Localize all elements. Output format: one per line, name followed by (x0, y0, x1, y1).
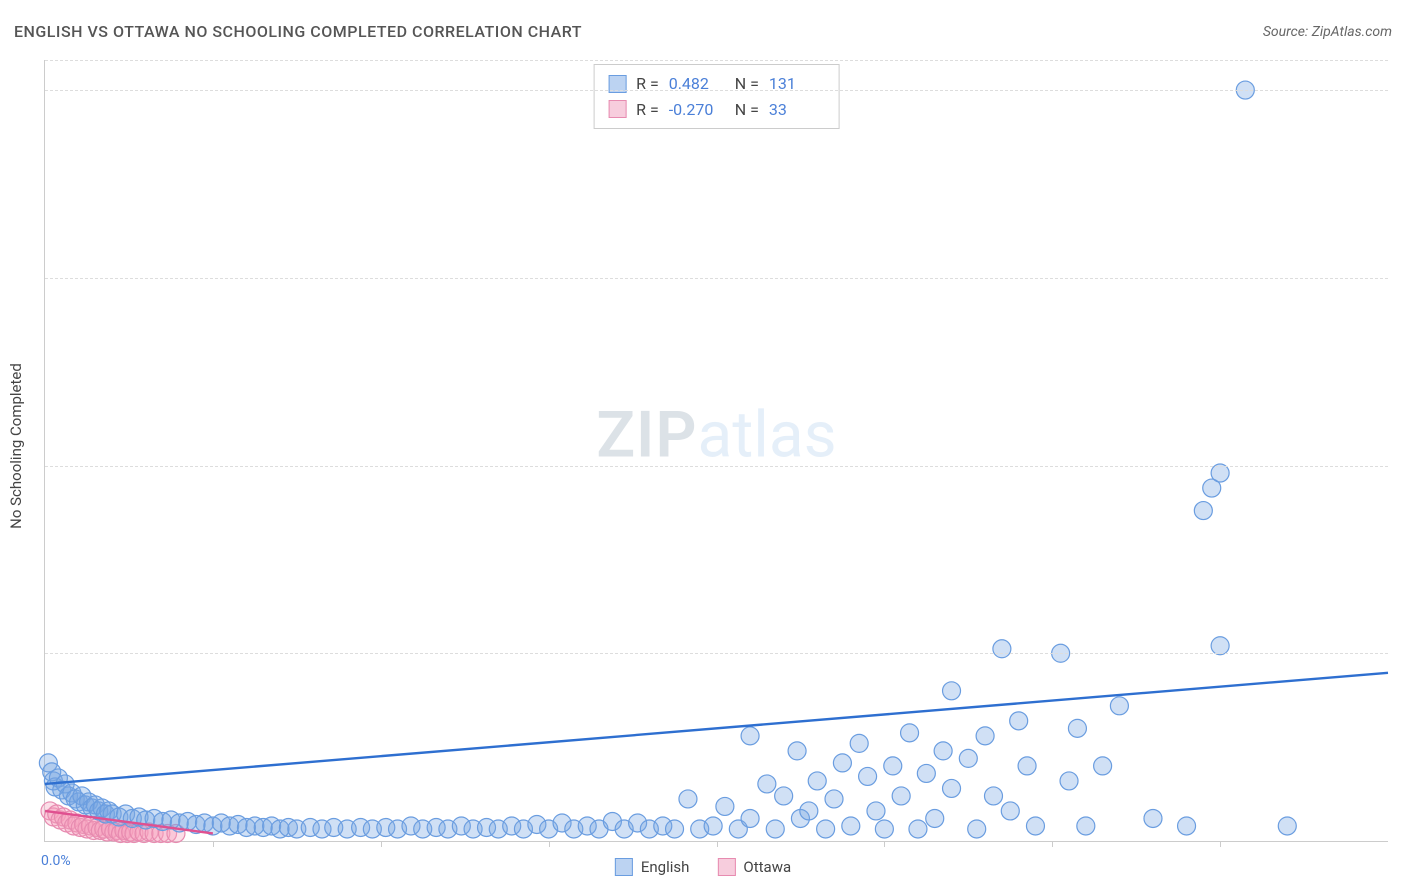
r-value-ottawa: -0.270 (669, 97, 725, 123)
correl-row-ottawa: R = -0.270 N = 33 (608, 97, 825, 123)
data-point (1010, 712, 1028, 730)
data-point (1026, 817, 1044, 835)
data-point (984, 787, 1002, 805)
data-point (666, 820, 684, 838)
data-point (976, 727, 994, 745)
data-point (1211, 637, 1229, 655)
data-point (1018, 757, 1036, 775)
trend-line (45, 673, 1388, 784)
y-tick-label: 50.0% (1396, 82, 1406, 98)
scatter-svg (45, 60, 1388, 841)
x-max-label: 80.0% (1396, 853, 1406, 869)
plot-region: ZIPatlas R = 0.482 N = 131 R = -0.270 N … (44, 60, 1388, 842)
gridline (45, 90, 1388, 91)
data-point (800, 802, 818, 820)
data-point (959, 749, 977, 767)
n-value-ottawa: 33 (769, 97, 825, 123)
correl-row-english: R = 0.482 N = 131 (608, 71, 825, 97)
legend-item-ottawa: Ottawa (717, 858, 791, 876)
legend-swatch-english (615, 858, 633, 876)
r-value-english: 0.482 (669, 71, 725, 97)
data-point (1060, 772, 1078, 790)
gridline (45, 60, 1388, 61)
data-point (842, 817, 860, 835)
x-tick (1052, 841, 1053, 847)
x-tick (381, 841, 382, 847)
swatch-ottawa (608, 100, 626, 118)
x-tick (717, 841, 718, 847)
data-point (901, 724, 919, 742)
legend-item-english: English (615, 858, 690, 876)
data-point (993, 640, 1011, 658)
data-point (741, 809, 759, 827)
data-point (741, 727, 759, 745)
data-point (1178, 817, 1196, 835)
data-point (1094, 757, 1112, 775)
data-point (758, 775, 776, 793)
data-point (817, 820, 835, 838)
data-point (943, 779, 961, 797)
data-point (1068, 719, 1086, 737)
gridline (45, 653, 1388, 654)
legend-swatch-ottawa (717, 858, 735, 876)
x-tick (549, 841, 550, 847)
r-label: R = (636, 97, 659, 123)
data-point (704, 817, 722, 835)
data-point (679, 790, 697, 808)
data-point (1194, 502, 1212, 520)
y-tick-label: 25.0% (1396, 458, 1406, 474)
data-point (788, 742, 806, 760)
data-point (1110, 697, 1128, 715)
x-origin-label: 0.0% (41, 853, 71, 869)
data-point (884, 757, 902, 775)
data-point (1077, 817, 1095, 835)
chart-area: ZIPatlas R = 0.482 N = 131 R = -0.270 N … (44, 60, 1388, 842)
x-tick (884, 841, 885, 847)
data-point (766, 820, 784, 838)
y-tick-label: 37.5% (1396, 270, 1406, 286)
r-label: R = (636, 71, 659, 97)
gridline (45, 466, 1388, 467)
data-point (859, 767, 877, 785)
data-point (968, 820, 986, 838)
gridline (45, 278, 1388, 279)
x-tick (213, 841, 214, 847)
data-point (808, 772, 826, 790)
x-tick (1220, 841, 1221, 847)
data-point (909, 820, 927, 838)
data-point (875, 820, 893, 838)
chart-source: Source: ZipAtlas.com (1263, 24, 1392, 40)
data-point (1278, 817, 1296, 835)
data-point (917, 764, 935, 782)
data-point (1001, 802, 1019, 820)
n-value-english: 131 (769, 71, 825, 97)
data-point (833, 754, 851, 772)
legend-label-english: English (641, 858, 690, 876)
legend-label-ottawa: Ottawa (743, 858, 791, 876)
data-point (775, 787, 793, 805)
data-point (1144, 809, 1162, 827)
correlation-legend: R = 0.482 N = 131 R = -0.270 N = 33 (593, 64, 840, 129)
data-point (867, 802, 885, 820)
data-point (1211, 464, 1229, 482)
bottom-legend: English Ottawa (615, 858, 791, 876)
chart-header: ENGLISH VS OTTAWA NO SCHOOLING COMPLETED… (14, 22, 1392, 41)
chart-title: ENGLISH VS OTTAWA NO SCHOOLING COMPLETED… (14, 22, 582, 41)
y-tick-label: 12.5% (1396, 645, 1406, 661)
data-point (943, 682, 961, 700)
data-point (934, 742, 952, 760)
n-label: N = (735, 97, 759, 123)
n-label: N = (735, 71, 759, 97)
data-point (716, 797, 734, 815)
y-axis-label: No Schooling Completed (7, 363, 25, 529)
data-point (850, 734, 868, 752)
data-point (825, 790, 843, 808)
data-point (892, 787, 910, 805)
data-point (926, 809, 944, 827)
